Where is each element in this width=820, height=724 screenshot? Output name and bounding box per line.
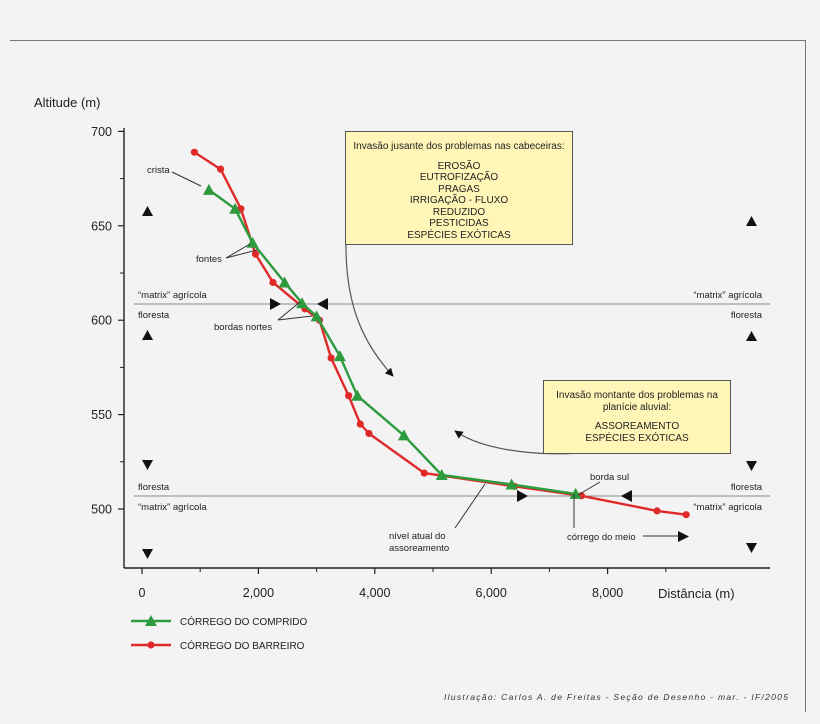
data-point-comprido (310, 310, 323, 322)
label-matrix-lower-left: “matrix” agrícola (138, 502, 207, 513)
annotation-fontes: fontes (196, 254, 222, 265)
data-point-barreiro (327, 354, 335, 362)
label-matrix-upper-right: “matrix” agrícola (693, 290, 762, 301)
data-point-barreiro (251, 250, 260, 258)
data-point-comprido (229, 202, 242, 214)
callout-item: EROSÃO (437, 160, 481, 172)
callout-item: ESPÉCIES EXÓTICAS (585, 432, 689, 444)
annotation-nivel-2: assoreamento (389, 543, 449, 554)
data-point-comprido (296, 297, 309, 309)
x-tick-label: 4,000 (359, 586, 390, 600)
callout-item: ASSOREAMENTO (594, 421, 680, 432)
fontes-pointer-1 (225, 243, 251, 259)
annotation-crista: crista (147, 165, 170, 176)
data-point-comprido (202, 183, 215, 195)
data-point-comprido (278, 276, 291, 288)
triangle-left-boundary (317, 298, 328, 310)
data-point-barreiro (269, 278, 277, 287)
data-point-barreiro (216, 165, 225, 173)
data-point-comprido (435, 469, 448, 481)
label-matrix-lower-right: “matrix” agrícola (693, 502, 762, 513)
legend-label-comprido: CÓRREGO DO COMPRIDO (180, 615, 307, 628)
label-floresta-upper-left: floresta (138, 310, 170, 321)
crista-pointer (171, 171, 202, 187)
y-tick-label: 650 (91, 219, 112, 233)
legend-marker-barreiro (147, 641, 155, 649)
x-tick-label: 2,000 (243, 586, 274, 600)
y-tick-label: 500 (91, 503, 112, 517)
x-axis-label: Distância (m) (658, 586, 735, 601)
y-tick-label: 550 (91, 408, 112, 422)
annotation-bordas-nortes: bordas nortes (214, 322, 272, 333)
data-point-comprido (397, 429, 410, 441)
x-tick-label: 0 (139, 586, 146, 600)
triangle-right-lower (517, 490, 528, 502)
callout-item: EUTROFIZAÇÃO (419, 172, 499, 183)
data-point-barreiro (356, 420, 364, 428)
callout-downstream-heading: Invasão jusante dos problemas nas cabece… (353, 141, 565, 152)
series-line-comprido (208, 188, 576, 496)
triangle-up-left-2 (142, 330, 153, 340)
triangle-down-right-2 (746, 543, 757, 553)
arrow-downstream (345, 239, 394, 377)
callout-item: PESTICIDAS (429, 218, 489, 229)
fontes-pointer-2 (225, 249, 258, 259)
callout-downstream: Invasão jusante dos problemas nas cabece… (345, 131, 573, 245)
callout-item: REDUZIDO (432, 206, 486, 218)
illustration-credit: Ilustração: Carlos A. de Freitas - Seção… (444, 692, 790, 702)
legend-marker-comprido (145, 615, 157, 626)
triangle-down-left (142, 460, 153, 470)
y-axis-label: Altitude (m) (34, 95, 100, 110)
callout-upstream-heading-1: Invasão montante dos problemas na (556, 390, 718, 401)
data-point-comprido (505, 478, 518, 490)
nivel-pointer (454, 483, 486, 529)
data-point-comprido (569, 487, 582, 499)
y-tick-label: 600 (91, 314, 112, 328)
callout-item: IRRIGAÇÃO - FLUXO (409, 195, 509, 206)
triangle-left-lower (621, 490, 632, 502)
x-tick-label: 8,000 (592, 586, 623, 600)
data-point-barreiro (682, 511, 690, 519)
callout-upstream: Invasão montante dos problemas na planíc… (543, 380, 731, 454)
data-point-barreiro (365, 429, 373, 438)
label-matrix-upper-left: “matrix” agrícola (138, 290, 207, 301)
label-floresta-upper-right: floresta (731, 310, 763, 321)
triangle-right-boundary (270, 298, 281, 310)
callout-item: PRAGAS (438, 183, 480, 195)
data-point-comprido (351, 389, 364, 401)
data-point-comprido (246, 236, 259, 248)
figure-frame (10, 40, 806, 712)
triangle-down-left-2 (142, 549, 153, 559)
legend-label-barreiro: CÓRREGO DO BARREIRO (180, 639, 305, 652)
label-floresta-lower-left: floresta (138, 482, 170, 493)
triangle-up-left (142, 206, 153, 216)
bordas-pointer-1 (277, 301, 301, 321)
callout-item: ESPÉCIES EXÓTICAS (407, 229, 511, 241)
borda-sul-pointer (577, 481, 601, 496)
annotation-nivel-1: nível atual do (389, 531, 446, 542)
data-point-barreiro (190, 148, 198, 156)
label-floresta-lower-right: floresta (731, 482, 763, 493)
triangle-up-right-2 (746, 331, 757, 341)
callout-upstream-heading-2: planície aluvial: (602, 401, 672, 413)
annotation-corrego-meio: córrego do meio (567, 532, 636, 543)
y-tick-label: 700 (91, 125, 112, 139)
annotation-borda-sul: borda sul (590, 472, 629, 483)
data-point-barreiro (420, 469, 428, 477)
data-point-comprido (333, 350, 346, 362)
corrego-meio-arrowhead (678, 531, 689, 542)
data-point-barreiro (345, 392, 353, 400)
data-point-barreiro (653, 507, 661, 515)
bordas-pointer-2 (277, 315, 313, 321)
x-tick-label: 6,000 (476, 586, 507, 600)
triangle-up-right (746, 216, 757, 226)
triangle-down-right (746, 461, 757, 471)
